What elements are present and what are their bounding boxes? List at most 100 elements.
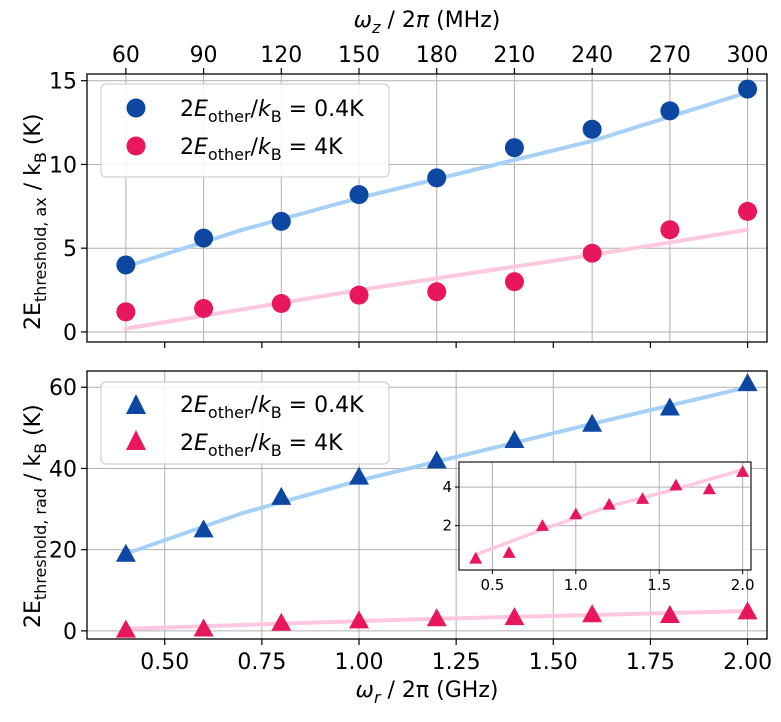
- bottom-x-tick-label: 1.00: [335, 650, 384, 675]
- top-legend-label-0.4K: 2Eother/kB = 0.4K: [180, 97, 364, 126]
- inset-x-tick-label: 0.5: [480, 576, 504, 594]
- top-fit-line-1: [123, 227, 750, 331]
- top-y-tick-label: 15: [49, 70, 77, 95]
- inset-frame: [458, 461, 752, 571]
- top-data-point: [582, 243, 602, 263]
- inset-data-point: [736, 465, 750, 477]
- bottom-data-point: [115, 543, 136, 562]
- top-data-point: [504, 272, 524, 292]
- top-data-point: [194, 299, 214, 318]
- bottom-x-tick-label: 1.75: [626, 650, 675, 675]
- bottom-data-point: [271, 486, 292, 505]
- bottom-data-point: [659, 605, 680, 624]
- top-secondary-tick-label: 270: [649, 43, 691, 68]
- inset-data-point: [535, 519, 549, 531]
- bottom-legend-marker-pink: [126, 430, 146, 450]
- inset-y-tick-label: 2: [442, 517, 452, 535]
- inset-data-point: [502, 546, 516, 558]
- bottom-legend: 2Eother/kB = 0.4K 2Eother/kB = 4K: [100, 381, 390, 465]
- top-data-point: [660, 220, 680, 240]
- bottom-data-point: [504, 607, 525, 626]
- top-data-point: [271, 293, 291, 313]
- bottom-data-point: [349, 466, 369, 485]
- bottom-x-label: ωr / 2π (GHz): [356, 678, 499, 707]
- inset-x-tick-label: 2.0: [731, 576, 755, 594]
- top-data-point: [349, 185, 369, 205]
- top-data-point: [116, 302, 136, 322]
- top-legend-label-4K: 2Eother/kB = 4K: [180, 135, 343, 164]
- bottom-y-label: 2Ethreshold, rad / kB (K): [21, 404, 50, 628]
- top-y-tick-label: 10: [49, 153, 77, 178]
- top-secondary-tick-label: 300: [727, 43, 769, 68]
- top-data-point: [738, 201, 758, 221]
- inset-x-tick-label: 1.0: [564, 576, 588, 594]
- bottom-data-point: [737, 601, 758, 620]
- bottom-x-tick-label: 1.50: [529, 650, 578, 675]
- top-secondary-tick-label: 210: [493, 43, 535, 68]
- top-data-point: [660, 101, 680, 121]
- top-data-point: [582, 119, 602, 139]
- bottom-legend-box: [100, 381, 390, 465]
- top-y-ticks: 0 5 10 15: [49, 70, 87, 346]
- bottom-data-point: [582, 604, 603, 623]
- top-y-tick-label: 5: [63, 237, 77, 262]
- bottom-x-tick-label: 2.00: [723, 650, 772, 675]
- top-data-point: [427, 282, 447, 302]
- top-secondary-tick-label: 150: [338, 43, 380, 68]
- bottom-data-point: [193, 519, 214, 538]
- bottom-y-tick-label: 40: [49, 457, 77, 482]
- top-secondary-tick-label: 60: [112, 43, 140, 68]
- top-data-point: [194, 228, 214, 248]
- inset-data-point: [636, 492, 650, 504]
- bottom-data-point: [582, 413, 603, 432]
- bottom-x-tick-label: 0.75: [237, 650, 286, 675]
- top-legend-marker-pink: [126, 136, 146, 156]
- inset-data-point: [569, 507, 583, 520]
- bottom-y-tick-label: 0: [63, 620, 77, 645]
- bottom-data-point: [426, 608, 447, 627]
- top-x-ticks: [164, 342, 749, 348]
- inset-data-points: [469, 465, 750, 564]
- top-secondary-tick-label: 180: [416, 43, 458, 68]
- inset-data-point: [602, 497, 616, 510]
- top-data-point: [738, 79, 758, 99]
- bottom-data-point: [426, 450, 447, 469]
- top-secondary-x-ticks: 60 90 120 150 180 210 240 270 300: [112, 43, 769, 74]
- top-data-point: [504, 138, 524, 158]
- inset-grid: [459, 462, 751, 570]
- top-secondary-tick-label: 120: [260, 43, 302, 68]
- bottom-data-point: [193, 618, 214, 637]
- top-data-points: [116, 79, 758, 322]
- bottom-x-tick-label: 1.25: [432, 650, 481, 675]
- inset-data-point: [702, 482, 716, 495]
- inset-x-ticks: 0.5 1.0 1.5 2.0: [480, 570, 755, 594]
- bottom-fit-line-0: [123, 385, 750, 556]
- bottom-y-ticks: 0 20 40 60: [49, 376, 87, 645]
- top-secondary-tick-label: 240: [571, 43, 613, 68]
- top-data-point: [349, 285, 369, 305]
- bottom-data-point: [271, 612, 292, 631]
- top-legend: 2Eother/kB = 0.4K 2Eother/kB = 4K: [100, 83, 390, 178]
- top-secondary-x-label: ωz / 2π (MHz): [354, 8, 501, 37]
- bottom-data-points: [115, 373, 758, 638]
- top-y-tick-label: 0: [63, 321, 77, 346]
- bottom-legend-label-4K: 2Eother/kB = 4K: [180, 431, 343, 460]
- inset-x-tick-label: 1.5: [647, 576, 671, 594]
- top-legend-marker-blue: [126, 98, 146, 118]
- top-data-point: [116, 255, 136, 275]
- bottom-data-point: [504, 430, 525, 449]
- inset-data-point: [469, 551, 483, 564]
- bottom-data-point: [737, 373, 758, 392]
- bottom-y-tick-label: 20: [49, 539, 77, 564]
- bottom-plot-frame: [86, 370, 768, 640]
- bottom-data-point: [659, 397, 680, 416]
- top-legend-box: [100, 83, 390, 178]
- inset-y-tick-label: 4: [442, 478, 452, 496]
- top-secondary-tick-label: 90: [190, 43, 218, 68]
- inset-plot: 2 4 0.5 1.0 1.5 2.0: [442, 461, 755, 594]
- bottom-y-tick-label: 60: [49, 376, 77, 401]
- top-fit-line-0: [123, 90, 750, 269]
- top-fit-lines: [123, 90, 750, 331]
- top-plot-frame: [86, 73, 768, 343]
